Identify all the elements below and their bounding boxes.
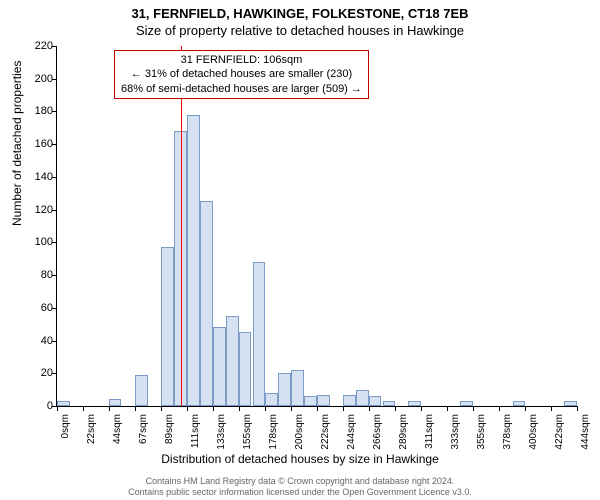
ytick-label: 160 <box>29 138 53 150</box>
histogram-bar <box>369 396 382 406</box>
footer-line2: Contains public sector information licen… <box>0 487 600 498</box>
ytick-label: 80 <box>29 269 53 281</box>
x-axis-label: Distribution of detached houses by size … <box>0 452 600 466</box>
xtick-mark <box>57 406 58 411</box>
ytick-label: 20 <box>29 367 53 379</box>
xtick-label: 422sqm <box>554 414 565 450</box>
xtick-mark <box>343 406 344 411</box>
footer-line1: Contains HM Land Registry data © Crown c… <box>0 476 600 487</box>
ytick-label: 0 <box>29 400 53 412</box>
xtick-mark <box>421 406 422 411</box>
histogram-bar <box>253 262 266 406</box>
xtick-mark <box>109 406 110 411</box>
xtick-mark <box>447 406 448 411</box>
histogram-bar <box>278 373 291 406</box>
xtick-mark <box>473 406 474 411</box>
xtick-mark <box>525 406 526 411</box>
annotation-line2: ← 31% of detached houses are smaller (23… <box>121 67 362 81</box>
xtick-mark <box>135 406 136 411</box>
title-address: 31, FERNFIELD, HAWKINGE, FOLKESTONE, CT1… <box>0 0 600 21</box>
y-axis-label: Number of detached properties <box>10 61 24 226</box>
plot-area: 0204060801001201401601802002200sqm22sqm4… <box>56 46 577 407</box>
histogram-bar <box>291 370 304 406</box>
xtick-label: 222sqm <box>320 414 331 450</box>
ytick-label: 120 <box>29 204 53 216</box>
histogram-bar <box>161 247 174 406</box>
xtick-label: 133sqm <box>216 414 227 450</box>
xtick-mark <box>551 406 552 411</box>
xtick-mark <box>187 406 188 411</box>
ytick-label: 220 <box>29 40 53 52</box>
ytick-label: 140 <box>29 171 53 183</box>
xtick-label: 355sqm <box>476 414 487 450</box>
histogram-bar <box>187 115 200 406</box>
xtick-mark <box>291 406 292 411</box>
annotation-box: 31 FERNFIELD: 106sqm ← 31% of detached h… <box>114 50 369 99</box>
histogram-bar <box>226 316 239 406</box>
xtick-mark <box>83 406 84 411</box>
histogram-bar <box>200 201 213 406</box>
xtick-mark <box>369 406 370 411</box>
xtick-label: 289sqm <box>398 414 409 450</box>
ytick-label: 200 <box>29 73 53 85</box>
histogram-bar <box>304 396 317 406</box>
chart-area: 0204060801001201401601802002200sqm22sqm4… <box>56 46 576 406</box>
xtick-label: 22sqm <box>86 414 97 444</box>
xtick-mark <box>213 406 214 411</box>
histogram-bar <box>57 401 70 406</box>
xtick-mark <box>161 406 162 411</box>
chart-container: 31, FERNFIELD, HAWKINGE, FOLKESTONE, CT1… <box>0 0 600 500</box>
xtick-label: 44sqm <box>112 414 123 444</box>
histogram-bar <box>513 401 526 406</box>
ytick-label: 60 <box>29 302 53 314</box>
ytick-label: 100 <box>29 236 53 248</box>
title-subtitle: Size of property relative to detached ho… <box>0 21 600 38</box>
annotation-line1: 31 FERNFIELD: 106sqm <box>121 53 362 67</box>
xtick-mark <box>265 406 266 411</box>
xtick-mark <box>239 406 240 411</box>
xtick-label: 0sqm <box>60 414 71 438</box>
xtick-mark <box>499 406 500 411</box>
xtick-label: 444sqm <box>580 414 591 450</box>
xtick-label: 111sqm <box>190 414 201 448</box>
xtick-mark <box>317 406 318 411</box>
histogram-bar <box>356 390 369 406</box>
histogram-bar <box>135 375 148 406</box>
histogram-bar <box>317 395 330 406</box>
xtick-label: 266sqm <box>372 414 383 450</box>
histogram-bar <box>383 401 396 406</box>
histogram-bar <box>265 393 278 406</box>
xtick-mark <box>577 406 578 411</box>
reference-line <box>181 46 182 406</box>
annotation-line3: 68% of semi-detached houses are larger (… <box>121 82 362 96</box>
xtick-label: 200sqm <box>294 414 305 450</box>
histogram-bar <box>564 401 577 406</box>
histogram-bar <box>460 401 473 406</box>
xtick-label: 67sqm <box>138 414 149 444</box>
histogram-bar <box>109 399 122 406</box>
histogram-bar <box>239 332 252 406</box>
xtick-label: 155sqm <box>242 414 253 450</box>
ytick-label: 180 <box>29 105 53 117</box>
footer-attribution: Contains HM Land Registry data © Crown c… <box>0 476 600 498</box>
histogram-bar <box>408 401 421 406</box>
xtick-label: 400sqm <box>528 414 539 450</box>
ytick-label: 40 <box>29 335 53 347</box>
xtick-label: 333sqm <box>450 414 461 450</box>
xtick-label: 89sqm <box>164 414 175 444</box>
xtick-mark <box>395 406 396 411</box>
xtick-label: 244sqm <box>346 414 357 450</box>
xtick-label: 311sqm <box>424 414 435 449</box>
xtick-label: 178sqm <box>268 414 279 450</box>
histogram-bar <box>343 395 356 406</box>
histogram-bar <box>213 327 226 406</box>
xtick-label: 378sqm <box>502 414 513 450</box>
